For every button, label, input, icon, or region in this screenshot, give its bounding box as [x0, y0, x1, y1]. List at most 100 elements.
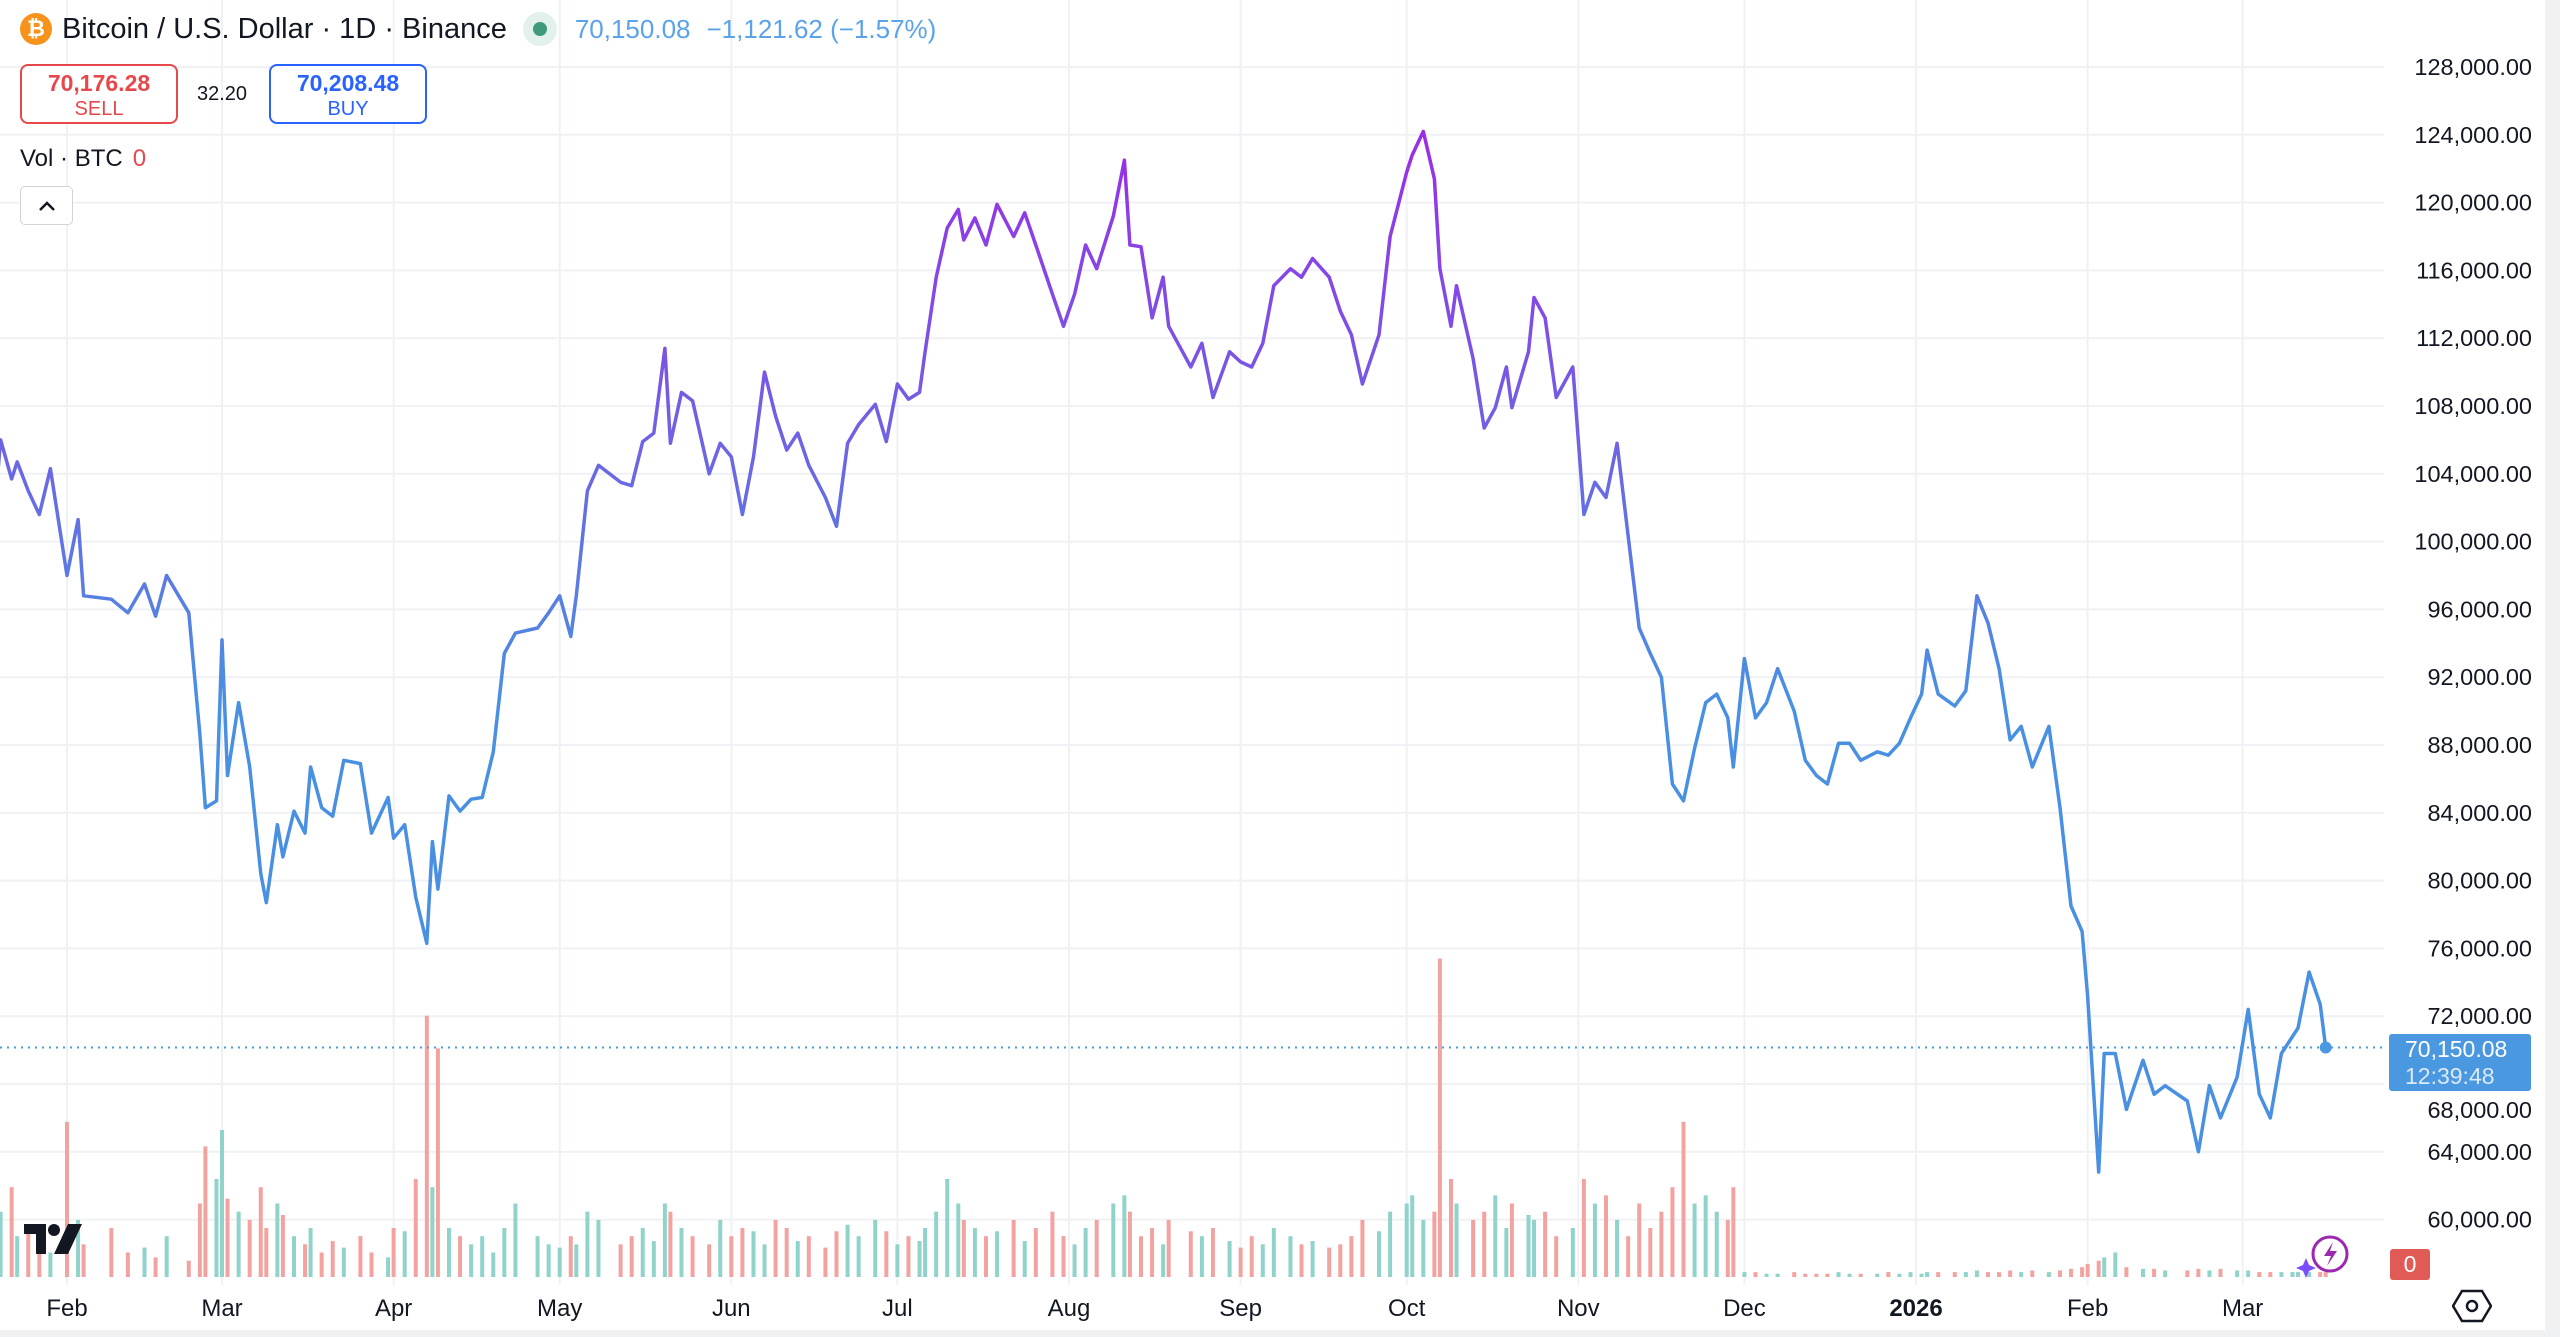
volume-bar	[513, 1203, 518, 1277]
volume-bar	[618, 1244, 623, 1277]
x-tick-label: Feb	[2067, 1295, 2108, 1322]
volume-bar	[2141, 1268, 2145, 1277]
x-tick-label: Nov	[1557, 1295, 1600, 1322]
volume-bar	[430, 1187, 435, 1277]
volume-bar	[784, 1228, 789, 1277]
volume-bar	[1260, 1244, 1265, 1277]
volume-bar	[1122, 1195, 1127, 1277]
volume-bars	[0, 958, 2328, 1277]
time-axis[interactable]: Feb Mar Apr May Jun Jul Aug Sep Oct Nov Dec 2026 Feb…	[46, 1295, 2263, 1322]
volume-bar	[236, 1211, 241, 1277]
volume-bar	[983, 1236, 988, 1277]
volume-bar	[1742, 1272, 1747, 1277]
volume-bar	[2268, 1272, 2273, 1277]
ai-assistant-icon[interactable]	[2296, 1232, 2352, 1282]
volume-bar	[729, 1236, 734, 1277]
volume-bar	[557, 1247, 562, 1277]
volume-bar	[1615, 1219, 1620, 1277]
x-tick-label: Jul	[882, 1295, 913, 1322]
volume-bar	[2124, 1267, 2129, 1277]
volume-bar	[1648, 1228, 1653, 1277]
y-tick-label: 108,000.00	[2414, 393, 2532, 419]
price-change: −1,121.62 (−1.57%)	[706, 13, 937, 44]
volume-bar	[225, 1198, 230, 1277]
volume-bar	[535, 1236, 540, 1277]
volume-bar	[65, 1121, 69, 1277]
volume-bar	[2019, 1272, 2024, 1277]
volume-bar	[923, 1228, 928, 1277]
volume-bar	[37, 1244, 42, 1277]
volume-bar	[1271, 1228, 1276, 1277]
price-axis[interactable]: 60,000.00 64,000.00 68,000.00 72,000.00 76,0…	[2414, 54, 2532, 1233]
volume-bar	[679, 1228, 684, 1277]
volume-bar	[1449, 1179, 1453, 1277]
volume-bar	[651, 1241, 656, 1277]
volume-bar	[203, 1146, 208, 1277]
x-tick-label: Dec	[1723, 1295, 1766, 1322]
bitcoin-icon: ₿	[20, 13, 52, 45]
volume-bar	[1061, 1236, 1066, 1277]
x-tick-label: 2026	[1889, 1295, 1942, 1322]
volume-bar	[458, 1236, 463, 1277]
volume-bar	[1138, 1236, 1143, 1277]
market-status-icon[interactable]	[522, 12, 557, 46]
volume-bar	[2257, 1272, 2262, 1277]
x-tick-label: Sep	[1219, 1295, 1262, 1322]
volume-bar	[197, 1203, 202, 1277]
y-tick-label: 88,000.00	[2427, 732, 2532, 758]
x-tick-label: Apr	[375, 1295, 412, 1322]
y-tick-label: 72,000.00	[2427, 1003, 2532, 1029]
volume-bar	[491, 1252, 496, 1277]
volume-bar	[1670, 1187, 1675, 1277]
volume-bar	[2290, 1272, 2295, 1277]
volume-bar	[2185, 1270, 2190, 1277]
bar-countdown: 12:39:48	[2405, 1063, 2495, 1089]
volume-bar	[1166, 1219, 1171, 1277]
y-tick-label: 112,000.00	[2416, 325, 2532, 351]
volume-bar	[1963, 1272, 1968, 1277]
sell-button[interactable]: 70,176.28 SELL	[20, 64, 178, 124]
volume-bar	[1532, 1219, 1537, 1277]
volume-bar	[1493, 1195, 1498, 1277]
volume-bar	[972, 1228, 977, 1277]
volume-legend[interactable]: Vol · BTC 0	[20, 145, 146, 173]
volume-bar	[1349, 1236, 1354, 1277]
x-tick-label: May	[537, 1295, 582, 1322]
symbol-title[interactable]: Bitcoin / U.S. Dollar · 1D · Binance	[62, 12, 507, 45]
volume-bar	[995, 1231, 1000, 1277]
collapse-legend-button[interactable]	[20, 186, 73, 225]
volume-bar	[446, 1228, 451, 1277]
volume-bar	[1188, 1231, 1193, 1277]
volume-bar	[1338, 1244, 1343, 1277]
right-scroll-edge	[2545, 0, 2560, 1337]
volume-bar	[1022, 1241, 1027, 1277]
buy-button[interactable]: 70,208.48 BUY	[269, 64, 427, 124]
y-tick-label: 124,000.00	[2414, 122, 2532, 148]
volume-bar	[386, 1257, 391, 1277]
volume-bar	[1554, 1236, 1559, 1277]
volume-bar	[142, 1247, 147, 1277]
volume-bar	[934, 1211, 939, 1277]
volume-bar	[2246, 1270, 2251, 1277]
volume-bar	[1310, 1241, 1315, 1277]
volume-bar	[2279, 1272, 2284, 1277]
volume-bar	[303, 1244, 308, 1277]
volume-bar	[1094, 1219, 1099, 1277]
volume-bar	[823, 1247, 828, 1277]
settings-icon[interactable]	[2452, 1288, 2492, 1324]
volume-bar	[2057, 1270, 2062, 1277]
volume-bar	[1731, 1187, 1736, 1277]
volume-bar	[1753, 1272, 1758, 1277]
volume-bar	[1360, 1219, 1365, 1277]
x-tick-label: Jun	[712, 1295, 751, 1322]
tradingview-logo[interactable]	[24, 1222, 84, 1256]
volume-bar	[1836, 1272, 1841, 1277]
volume-bar	[585, 1211, 590, 1277]
volume-bar	[1803, 1273, 1808, 1277]
last-price: 70,150.08	[574, 13, 691, 44]
volume-bar	[0, 1211, 3, 1277]
volume-bar	[358, 1236, 363, 1277]
volume-bar	[2307, 1272, 2312, 1277]
volume-bar	[1897, 1273, 1902, 1277]
